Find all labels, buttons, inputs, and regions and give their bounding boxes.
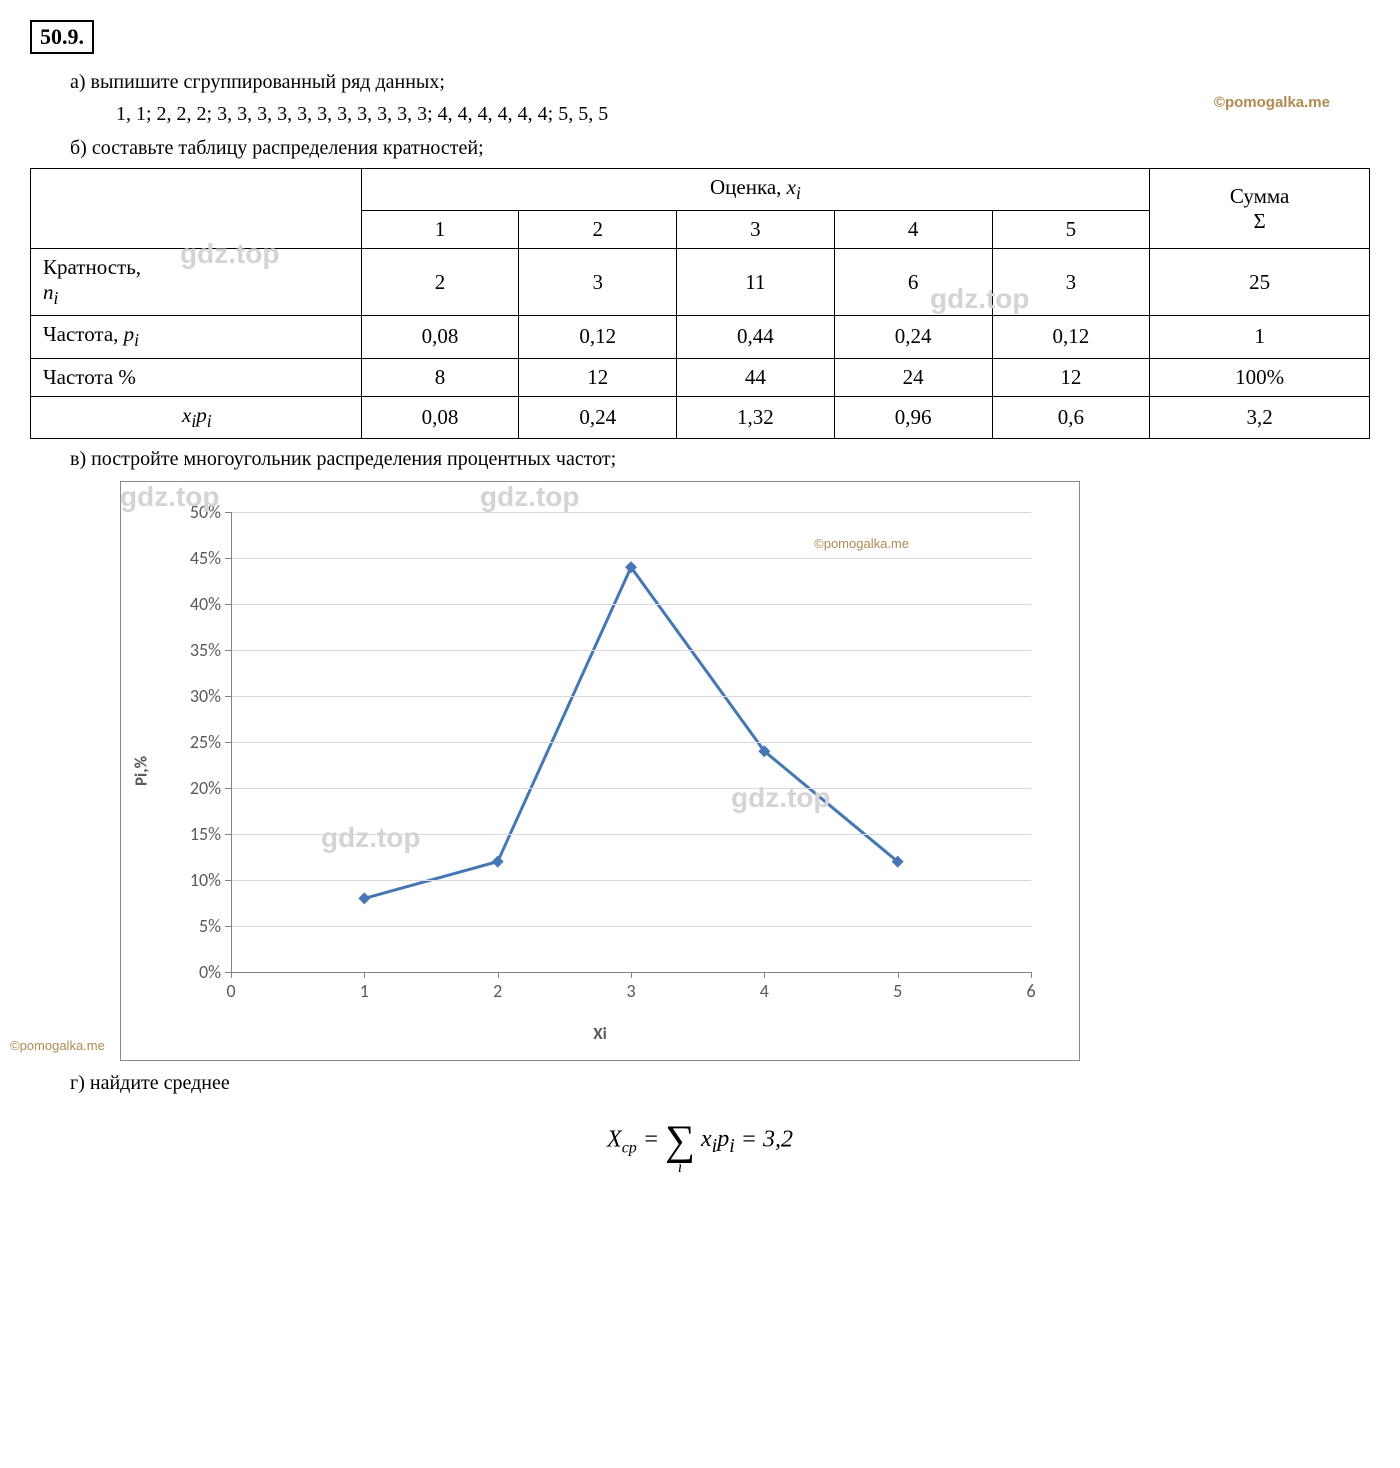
table-row: Частота % 8 12 44 24 12 100% [31,358,1370,396]
y-axis-label: Pi,% [131,756,152,786]
table-row: xipi 0,08 0,24 1,32 0,96 0,6 3,2 [31,396,1370,438]
watermark-copyright: ©pomogalka.me [10,1038,105,1053]
frequency-polygon-chart: ©pomogalka.me gdz.top gdz.top Pi,% Xi 0%… [120,481,1080,1061]
task-c: в) постройте многоугольник распределения… [70,445,1370,473]
table-row: Частота, pi 0,08 0,12 0,44 0,24 0,12 1 [31,316,1370,358]
x-axis-label: Xi [593,1023,607,1044]
table-row: Кратность,ni 2 3 11 6 3 25 [31,249,1370,316]
frequency-table: Оценка, xi СуммаΣ 1 2 3 4 5 Кратность,ni… [30,168,1370,439]
task-a-data: 1, 1; 2, 2, 2; 3, 3, 3, 3, 3, 3, 3, 3, 3… [116,100,1370,128]
task-a: а) выпишите сгруппированный ряд данных; [70,68,1370,96]
plot-area: 0%5%10%15%20%25%30%35%40%45%50%0123456 [231,512,1031,972]
sum-header: СуммаΣ [1150,169,1370,249]
mean-formula: Xср = ∑i xipi = 3,2 [30,1117,1370,1165]
task-d: г) найдите среднее [70,1069,1370,1097]
task-b: б) составьте таблицу распределения кратн… [70,134,1370,162]
table-header-group: Оценка, xi [361,169,1150,211]
problem-number: 50.9. [30,20,94,54]
watermark-copyright: ©pomogalka.me [1214,94,1330,111]
